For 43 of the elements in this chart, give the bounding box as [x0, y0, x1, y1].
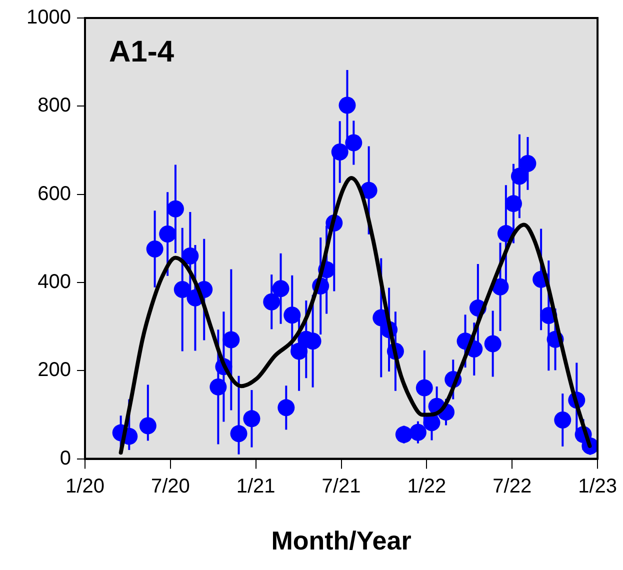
y-tick-label: 800 [38, 94, 71, 117]
x-axis-title: Month/Year [271, 526, 412, 556]
point [416, 379, 433, 396]
point [230, 425, 248, 442]
point [519, 154, 536, 172]
point [395, 426, 412, 444]
point [409, 424, 426, 441]
annotation: A1-4 [109, 35, 174, 68]
point [338, 96, 356, 114]
y-tick-label: 400 [38, 270, 71, 293]
x-tick-label: 1/20 [66, 475, 104, 498]
x-tick-label: 7/22 [492, 475, 532, 498]
point [272, 280, 290, 298]
x-tick-label: 7/20 [150, 475, 190, 498]
y-tick-label: 0 [60, 447, 71, 470]
x-tick-label: 1/21 [236, 475, 276, 498]
point [243, 410, 260, 428]
point [360, 182, 378, 199]
point [222, 331, 240, 348]
point [166, 200, 184, 218]
point [263, 293, 280, 310]
point [331, 144, 348, 161]
point [492, 278, 509, 296]
point [174, 281, 191, 298]
point [554, 412, 572, 429]
y-tick-label: 1000 [26, 6, 71, 29]
point [484, 335, 502, 352]
point [159, 225, 176, 242]
point [345, 134, 362, 152]
y-tick-label: 600 [38, 182, 71, 205]
point [278, 399, 295, 416]
point [284, 306, 301, 324]
x-tick-label: 7/21 [322, 475, 361, 498]
point [146, 240, 164, 258]
point [510, 168, 528, 185]
point [210, 378, 227, 396]
point [182, 248, 199, 265]
point [139, 417, 156, 434]
y-tick-label: 200 [38, 359, 71, 382]
point [423, 414, 440, 432]
x-tick-label: 1/23 [578, 475, 618, 498]
point [504, 195, 522, 212]
x-tick-label: 1/22 [407, 475, 446, 498]
